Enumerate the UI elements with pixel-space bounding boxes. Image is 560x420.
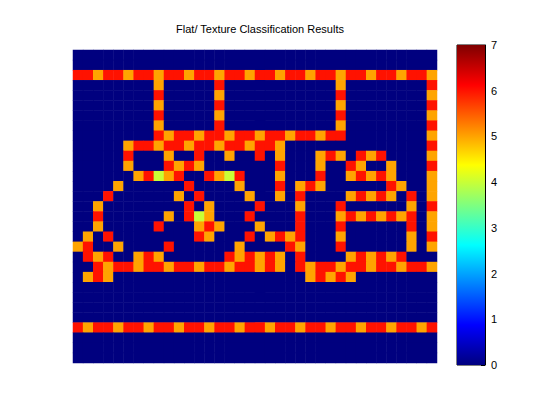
svg-text:3: 3 bbox=[491, 222, 497, 234]
svg-text:6: 6 bbox=[491, 85, 497, 97]
svg-text:1: 1 bbox=[491, 313, 497, 325]
svg-text:7: 7 bbox=[491, 39, 497, 51]
svg-text:4: 4 bbox=[491, 176, 497, 188]
svg-text:2: 2 bbox=[491, 268, 497, 280]
svg-text:0: 0 bbox=[491, 359, 497, 371]
svg-text:Flat/ Texture Classification R: Flat/ Texture Classification Results bbox=[176, 23, 344, 35]
svg-text:5: 5 bbox=[491, 130, 497, 142]
